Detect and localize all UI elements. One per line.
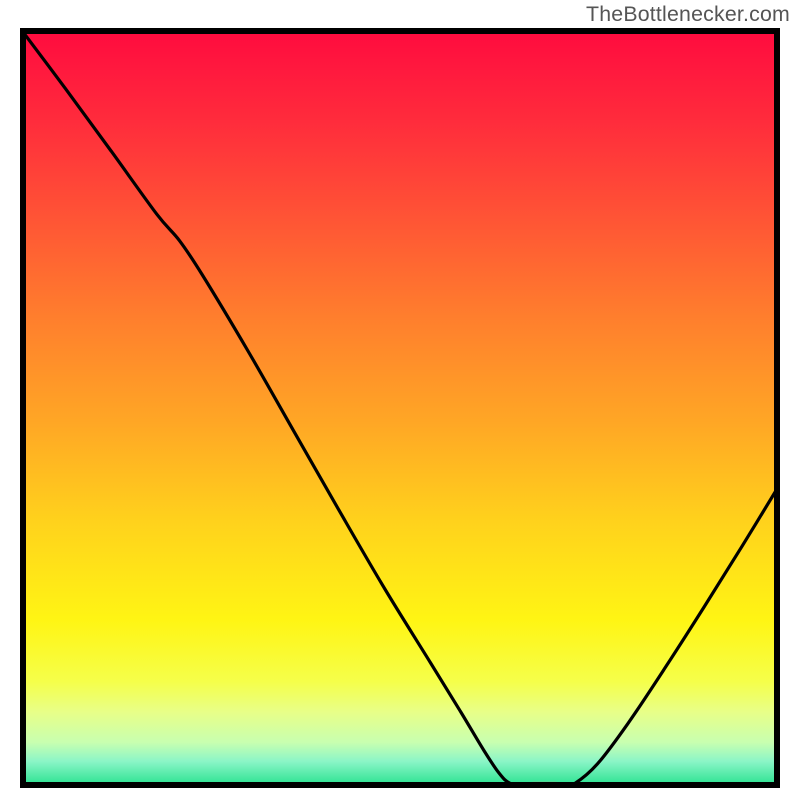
chart-container: TheBottlenecker.com [0,0,800,800]
plot-background [20,28,780,788]
watermark-text: TheBottlenecker.com [586,2,790,27]
bottleneck-curve-chart [20,28,780,788]
